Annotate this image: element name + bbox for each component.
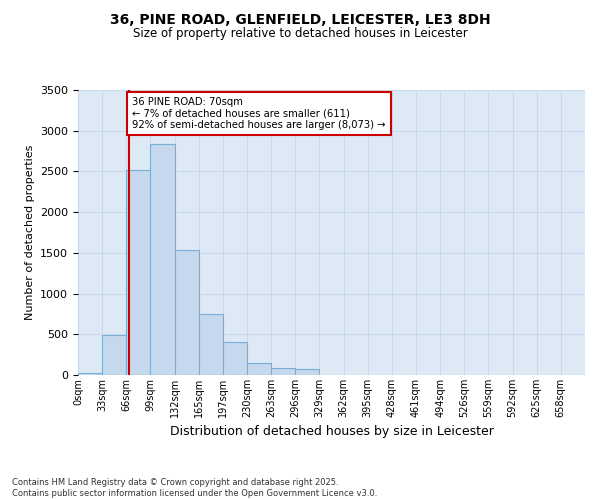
Bar [78, 374, 102, 375]
Bar [271, 368, 295, 375]
Bar [295, 370, 319, 375]
Text: 36 PINE ROAD: 70sqm
← 7% of detached houses are smaller (611)
92% of semi-detach: 36 PINE ROAD: 70sqm ← 7% of detached hou… [132, 96, 386, 130]
Bar [151, 144, 175, 375]
Text: Size of property relative to detached houses in Leicester: Size of property relative to detached ho… [133, 28, 467, 40]
Bar [247, 363, 271, 375]
Bar [102, 335, 126, 375]
Bar [223, 342, 247, 375]
Text: 36, PINE ROAD, GLENFIELD, LEICESTER, LE3 8DH: 36, PINE ROAD, GLENFIELD, LEICESTER, LE3… [110, 12, 490, 26]
Bar [126, 170, 151, 375]
Text: Contains HM Land Registry data © Crown copyright and database right 2025.
Contai: Contains HM Land Registry data © Crown c… [12, 478, 377, 498]
Bar [199, 314, 223, 375]
Bar [175, 250, 199, 375]
Y-axis label: Number of detached properties: Number of detached properties [25, 145, 35, 320]
X-axis label: Distribution of detached houses by size in Leicester: Distribution of detached houses by size … [170, 426, 493, 438]
